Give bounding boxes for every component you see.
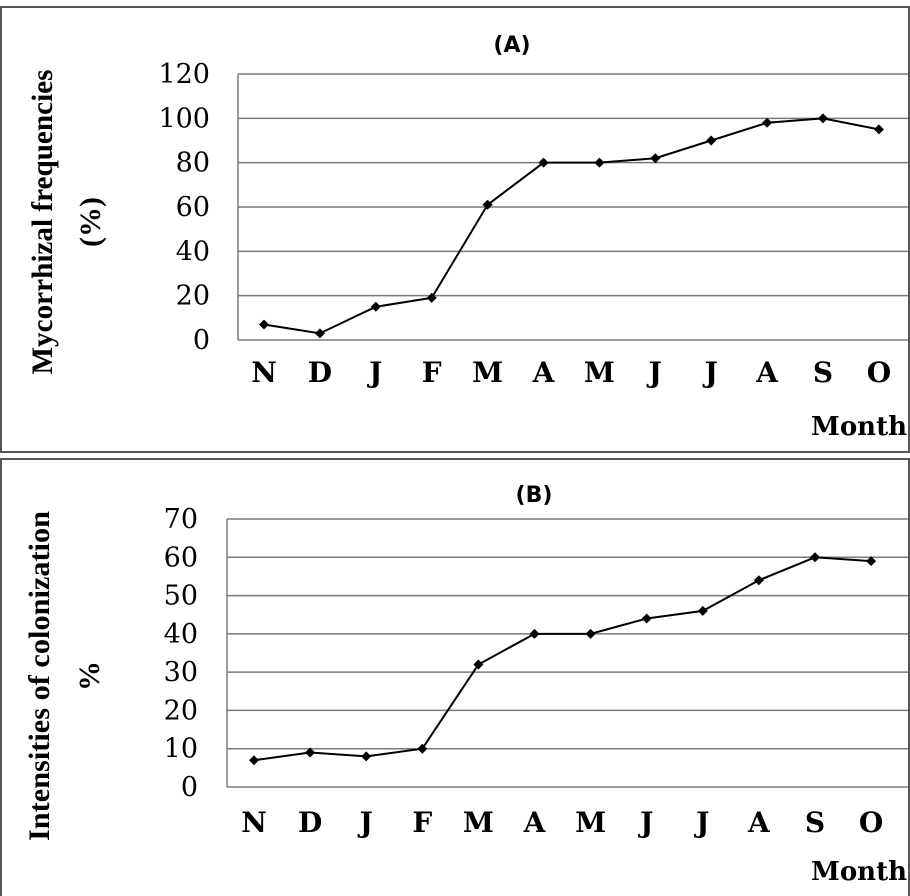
chart-a-ytick-label: 40 xyxy=(176,236,210,267)
chart-a-data-point xyxy=(482,199,493,210)
chart-a-xtick-label: F xyxy=(422,356,442,389)
chart-a-ytick-label: 20 xyxy=(176,281,210,312)
chart-b-ylabel-line2: % xyxy=(73,661,106,691)
chart-a-data-point xyxy=(762,117,773,128)
chart-a-data-point xyxy=(314,328,325,339)
chart-a-xtick-label: M xyxy=(472,356,503,389)
chart-a-xtick-label: J xyxy=(702,356,718,389)
chart-a-xtick-label: J xyxy=(646,356,662,389)
chart-b-xlabel: Month xyxy=(811,857,907,887)
chart-b-xtick-label: D xyxy=(298,806,322,839)
chart-b-svg: (B) Intensities of colonization % 0 10 20 3… xyxy=(23,483,908,887)
chart-b-xtick-label: S xyxy=(805,806,825,839)
chart-a-ytick-label: 80 xyxy=(176,148,210,179)
chart-panel-a: (A) Mycorrhizal frequencies (%) 0 20 40 60 8… xyxy=(0,6,910,453)
chart-b-data-point xyxy=(529,628,540,639)
chart-b-data-point xyxy=(585,628,596,639)
chart-b-ytick-label: 40 xyxy=(164,619,198,650)
chart-b-ytick-label: 50 xyxy=(164,581,198,612)
chart-b-data-point xyxy=(417,743,428,754)
chart-b-data-point xyxy=(305,747,316,758)
chart-b-data-point xyxy=(361,751,372,762)
chart-a-ylabel-line2: (%) xyxy=(74,197,107,247)
chart-b-xtick-label: N xyxy=(241,806,267,839)
chart-b-ytick-label: 0 xyxy=(181,772,198,803)
chart-b-xtick-label: J xyxy=(637,806,653,839)
chart-b-data-point xyxy=(866,556,877,567)
chart-b-data-point xyxy=(753,575,764,586)
chart-a-xlabel: Month xyxy=(811,412,907,442)
chart-b-ytick-label: 30 xyxy=(164,657,198,688)
chart-a-xtick-label: A xyxy=(755,356,779,389)
chart-a-xtick-label: J xyxy=(366,356,382,389)
chart-b-panel-label: (B) xyxy=(516,483,553,508)
chart-b-xtick-label: M xyxy=(463,806,494,839)
chart-a-data-point xyxy=(873,124,884,135)
chart-a-data-point xyxy=(818,113,828,124)
chart-a-ytick-label: 120 xyxy=(158,59,210,90)
chart-a-data-point xyxy=(706,135,717,146)
chart-a-data-point xyxy=(259,319,269,330)
chart-b-xtick-label: F xyxy=(412,806,432,839)
chart-a-panel-label: (A) xyxy=(493,33,530,58)
chart-b-series-line xyxy=(253,556,872,762)
chart-a-xtick-label: A xyxy=(532,356,556,389)
chart-b-xtick-label: M xyxy=(575,806,606,839)
chart-b-data-point xyxy=(473,659,484,670)
chart-b-data-point xyxy=(641,613,652,624)
chart-a-xtick-label: S xyxy=(813,356,833,389)
chart-a-ytick-label: 60 xyxy=(176,192,210,223)
chart-b-xtick-label: J xyxy=(357,806,373,839)
chart-a-data-point xyxy=(426,292,437,303)
chart-a-data-point xyxy=(538,157,549,168)
chart-a-series-line xyxy=(263,117,880,335)
chart-b-data-point xyxy=(810,552,820,563)
chart-b-data-point xyxy=(249,755,259,766)
chart-a-svg: (A) Mycorrhizal frequencies (%) 0 20 40 60 8… xyxy=(26,33,908,442)
chart-b-xtick-label: A xyxy=(523,806,547,839)
chart-a-ytick-label: 100 xyxy=(158,103,210,134)
chart-panel-b: (B) Intensities of colonization % 0 10 20 3… xyxy=(0,458,910,896)
chart-b-data-point xyxy=(697,605,708,616)
chart-b-xtick-label: A xyxy=(747,806,771,839)
chart-b-ytick-label: 20 xyxy=(164,695,198,726)
chart-a-ytick-label: 0 xyxy=(193,325,210,356)
chart-b-ytick-label: 70 xyxy=(164,504,198,535)
chart-b-ylabel-line1: Intensities of colonization xyxy=(23,511,56,841)
chart-b-ytick-label: 60 xyxy=(164,542,198,573)
chart-b-ytick-label: 10 xyxy=(164,734,198,765)
chart-a-xtick-label: O xyxy=(867,356,891,389)
chart-a-ylabel-line1: Mycorrhizal frequencies xyxy=(26,70,59,375)
chart-a-data-point xyxy=(650,153,661,164)
chart-a-data-point xyxy=(594,157,605,168)
chart-a-data-point xyxy=(370,301,381,312)
chart-b-xtick-label: J xyxy=(693,806,709,839)
chart-a-xtick-label: D xyxy=(308,356,332,389)
chart-a-xtick-label: M xyxy=(584,356,615,389)
chart-b-xtick-label: O xyxy=(859,806,883,839)
chart-a-xtick-label: N xyxy=(251,356,277,389)
